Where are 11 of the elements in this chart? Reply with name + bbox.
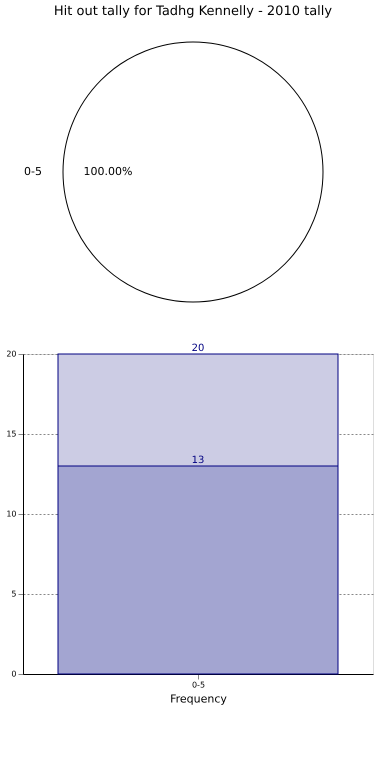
- y-tick-label: 15: [6, 430, 16, 438]
- y-tick-label: 20: [6, 350, 16, 358]
- slice-label: 0-5: [24, 165, 42, 178]
- total-label: 20: [192, 343, 204, 354]
- y-tick-label: 10: [6, 510, 16, 518]
- y-tick-label: 0: [11, 670, 16, 678]
- y-tick-label: 5: [11, 590, 16, 598]
- chart-title: Hit out tally for Tadhg Kennelly - 2010 tally: [54, 4, 332, 19]
- data-label: 100.00%: [84, 165, 132, 178]
- data-label: 13: [192, 455, 204, 466]
- x-axis-title: Frequency: [170, 692, 228, 706]
